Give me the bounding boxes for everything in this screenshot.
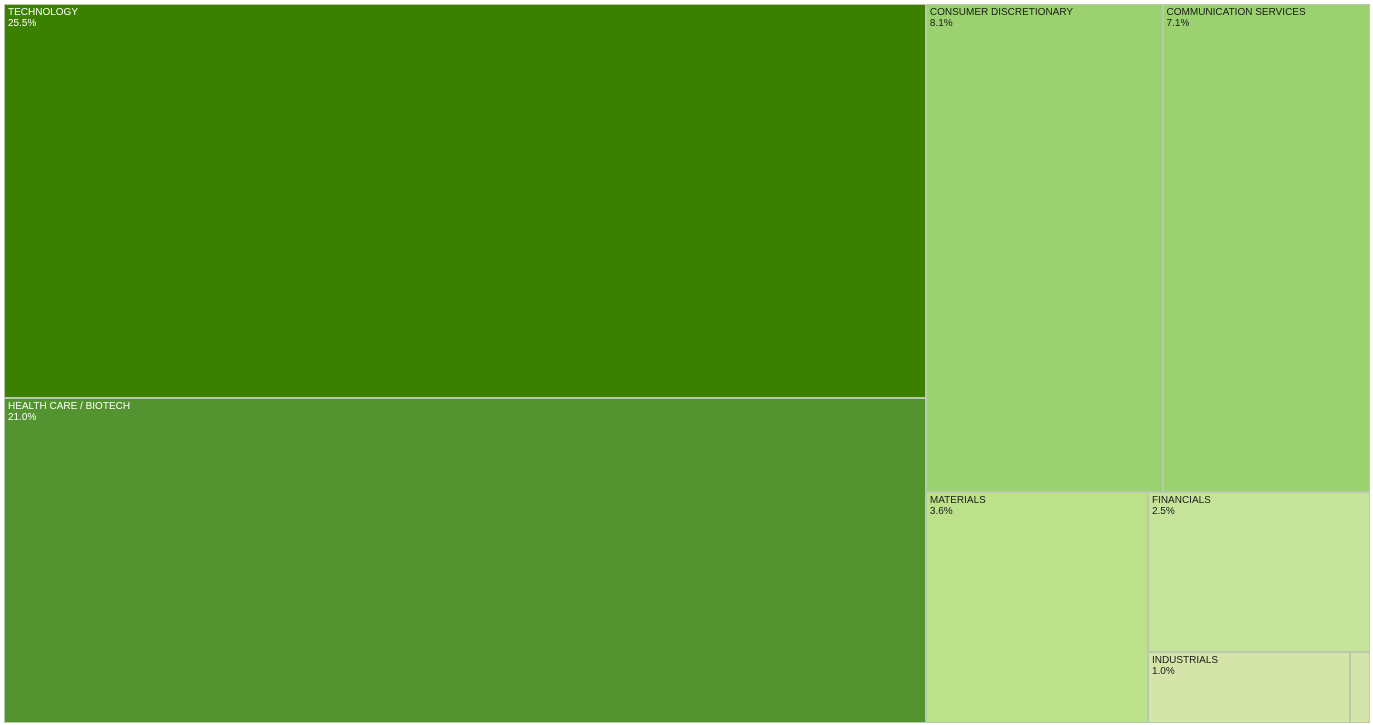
tile-label: MATERIALS 3.6% bbox=[930, 495, 986, 517]
tile-value: 25.5% bbox=[8, 18, 37, 29]
tile-label: TECHNOLOGY 25.5% bbox=[8, 7, 78, 29]
treemap-tile-unlabeled[interactable] bbox=[1349, 652, 1370, 723]
treemap-tile-consumer-discretionary[interactable]: CONSUMER DISCRETIONARY 8.1% bbox=[925, 4, 1163, 492]
tile-name: INDUSTRIALS bbox=[1151, 655, 1219, 667]
tile-value: 8.1% bbox=[929, 18, 953, 29]
treemap-tile-health-care-biotech[interactable]: HEALTH CARE / BIOTECH 21.0% bbox=[4, 398, 926, 723]
tile-label: CONSUMER DISCRETIONARY 8.1% bbox=[930, 7, 1073, 29]
tile-value: 21.0% bbox=[8, 412, 37, 424]
tile-name: HEALTH CARE / BIOTECH bbox=[8, 401, 131, 413]
treemap-chart: TECHNOLOGY 25.5% HEALTH CARE / BIOTECH 21.0… bbox=[4, 4, 1370, 723]
treemap-tile-financials[interactable]: FINANCIALS 2.5% bbox=[1147, 491, 1370, 653]
tile-name: TECHNOLOGY bbox=[8, 7, 79, 18]
treemap-tile-communication-services[interactable]: COMMUNICATION SERVICES 7.1% bbox=[1162, 4, 1370, 492]
tile-name: COMMUNICATION SERVICES bbox=[1166, 7, 1306, 18]
tile-label: COMMUNICATION SERVICES 7.1% bbox=[1167, 7, 1306, 29]
tile-name: FINANCIALS bbox=[1151, 494, 1211, 506]
tile-name: MATERIALS bbox=[929, 494, 986, 506]
tile-label: INDUSTRIALS 1.0% bbox=[1152, 655, 1218, 677]
tile-value: 7.1% bbox=[1166, 18, 1190, 29]
tile-value: 2.5% bbox=[1151, 505, 1175, 517]
tile-value: 3.6% bbox=[929, 505, 953, 517]
treemap-tile-materials[interactable]: MATERIALS 3.6% bbox=[925, 491, 1148, 723]
treemap-tile-industrials[interactable]: INDUSTRIALS 1.0% bbox=[1147, 652, 1350, 723]
tile-label: FINANCIALS 2.5% bbox=[1152, 495, 1211, 517]
tile-label: HEALTH CARE / BIOTECH 21.0% bbox=[8, 401, 130, 423]
tile-name: CONSUMER DISCRETIONARY bbox=[929, 7, 1074, 18]
treemap-tile-technology[interactable]: TECHNOLOGY 25.5% bbox=[4, 4, 926, 399]
tile-value: 1.0% bbox=[1151, 666, 1175, 678]
